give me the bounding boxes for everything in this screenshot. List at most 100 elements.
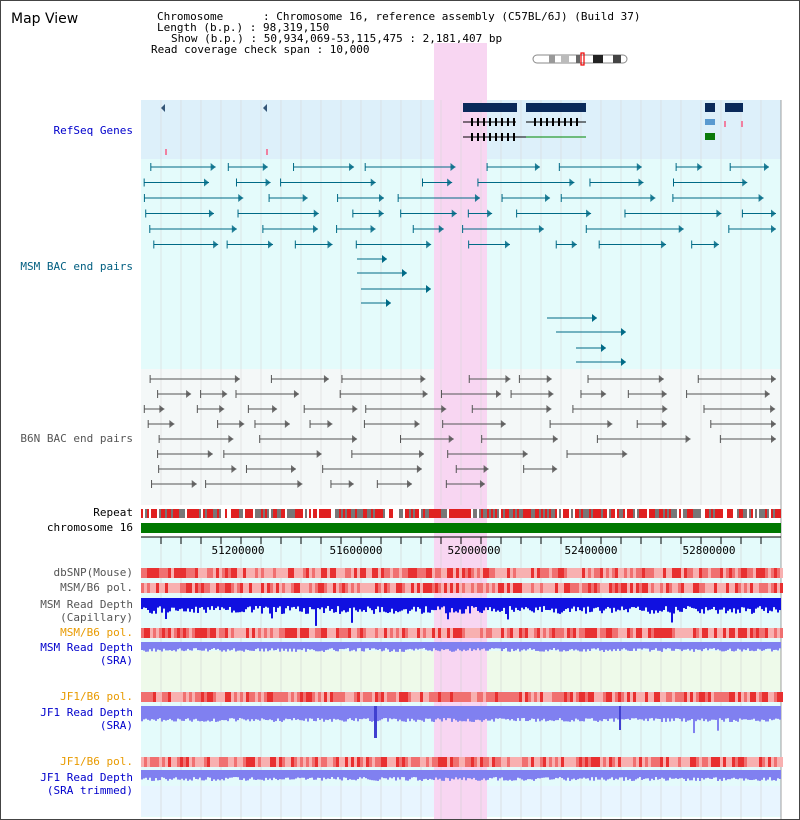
read-depth-bar (257, 642, 259, 649)
repeat-cell (345, 509, 347, 518)
read-depth-bar (287, 706, 289, 720)
polymorphism-cell (582, 628, 585, 638)
read-depth-bar (557, 642, 559, 650)
track-label-msm-pol-1[interactable]: MSM/B6 pol. (60, 581, 133, 594)
polymorphism-cell (234, 757, 237, 767)
polymorphism-cell (654, 757, 657, 767)
polymorphism-cell (483, 628, 486, 638)
read-depth-bar (473, 598, 475, 608)
polymorphism-cell (684, 692, 687, 702)
read-depth-bar (361, 642, 363, 652)
read-depth-bar (525, 770, 527, 781)
track-label-b6n-bac[interactable]: B6N BAC end pairs (20, 432, 133, 445)
polymorphism-cell (756, 568, 759, 578)
polymorphism-cell (144, 692, 147, 702)
read-depth-bar (501, 770, 503, 778)
track-label-jf1-pol-2[interactable]: JF1/B6 pol. (60, 755, 133, 768)
read-depth-bar (729, 642, 731, 649)
polymorphism-cell (216, 583, 219, 593)
read-depth-bar (535, 770, 537, 780)
bac-end-arrow (638, 178, 644, 187)
read-depth-bar (467, 642, 469, 651)
polymorphism-cell (360, 583, 363, 593)
polymorphism-cell (369, 628, 372, 638)
polymorphism-cell (651, 757, 654, 767)
polymorphism-cell (291, 692, 294, 702)
read-depth-bar (545, 770, 547, 778)
repeat-cell (635, 509, 637, 518)
bac-end-arrow (713, 240, 719, 249)
polymorphism-cell (672, 568, 675, 578)
polymorphism-cell (582, 757, 585, 767)
read-depth-bar (285, 642, 287, 649)
read-depth-bar (617, 770, 619, 780)
polymorphism-cell (774, 628, 777, 638)
track-label-msm-depth-sra[interactable]: MSM Read Depth (40, 641, 133, 654)
polymorphism-cell (213, 692, 216, 702)
read-depth-bar (661, 598, 663, 612)
polymorphism-cell (570, 692, 573, 702)
track-label-dbsnp[interactable]: dbSNP(Mouse) (53, 566, 133, 579)
read-depth-bar (447, 706, 449, 719)
read-depth-bar (279, 598, 281, 607)
read-depth-bar (699, 598, 701, 614)
bac-end-arrow (313, 209, 319, 218)
read-depth-bar (725, 770, 727, 781)
ruler-tick-label: 52800000 (683, 544, 736, 557)
polymorphism-cell (744, 692, 747, 702)
read-depth-bar (473, 642, 475, 650)
read-depth-bar (467, 598, 469, 607)
read-depth-bar (671, 598, 673, 623)
read-depth-bar (187, 706, 189, 719)
polymorphism-cell (777, 692, 780, 702)
polymorphism-cell (615, 568, 618, 578)
polymorphism-cell (423, 757, 426, 767)
track-label-msm-bac[interactable]: MSM BAC end pairs (20, 260, 133, 273)
read-depth-bar (377, 706, 379, 722)
read-depth-bar (497, 706, 499, 719)
track-label-refseq[interactable]: RefSeq Genes (53, 124, 133, 137)
polymorphism-cell (192, 583, 195, 593)
polymorphism-cell (564, 628, 567, 638)
polymorphism-cell (606, 583, 609, 593)
polymorphism-cell (339, 757, 342, 767)
bac-end-arrow (450, 163, 456, 171)
track-label-msm-depth-cap[interactable]: MSM Read Depth (40, 598, 133, 611)
polymorphism-cell (414, 568, 417, 578)
polymorphism-cell (675, 692, 678, 702)
read-depth-bar (775, 706, 777, 719)
read-depth-bar (453, 598, 455, 613)
polymorphism-cell (606, 692, 609, 702)
read-depth-bar (381, 598, 383, 608)
polymorphism-cell (624, 692, 627, 702)
polymorphism-cell (648, 583, 651, 593)
polymorphism-cell (531, 757, 534, 767)
repeat-cell (225, 509, 227, 518)
track-label-jf1-depth-trim[interactable]: JF1 Read Depth (40, 771, 133, 784)
read-depth-bar (717, 706, 719, 731)
polymorphism-cell (558, 757, 561, 767)
bac-end-arrow (169, 420, 175, 428)
repeat-cell (161, 509, 163, 518)
read-depth-bar (701, 770, 703, 779)
track-label-jf1-depth-sra[interactable]: JF1 Read Depth (40, 706, 133, 719)
polymorphism-cell (264, 628, 267, 638)
read-depth-bar (215, 706, 217, 722)
read-depth-bar (509, 770, 511, 780)
polymorphism-cell (501, 568, 504, 578)
read-depth-bar (537, 598, 539, 611)
repeat-cell (587, 509, 589, 518)
read-depth-bar (147, 770, 149, 780)
polymorphism-cell (546, 757, 549, 767)
repeat-cell (503, 509, 505, 518)
read-depth-bar (633, 598, 635, 608)
track-label-jf1-pol-1[interactable]: JF1/B6 pol. (60, 690, 133, 703)
read-depth-bar (253, 642, 255, 651)
read-depth-bar (503, 598, 505, 608)
polymorphism-cell (642, 628, 645, 638)
polymorphism-cell (567, 692, 570, 702)
polymorphism-cell (597, 568, 600, 578)
read-depth-bar (607, 642, 609, 651)
track-label-msm-pol-2[interactable]: MSM/B6 pol. (60, 626, 133, 639)
